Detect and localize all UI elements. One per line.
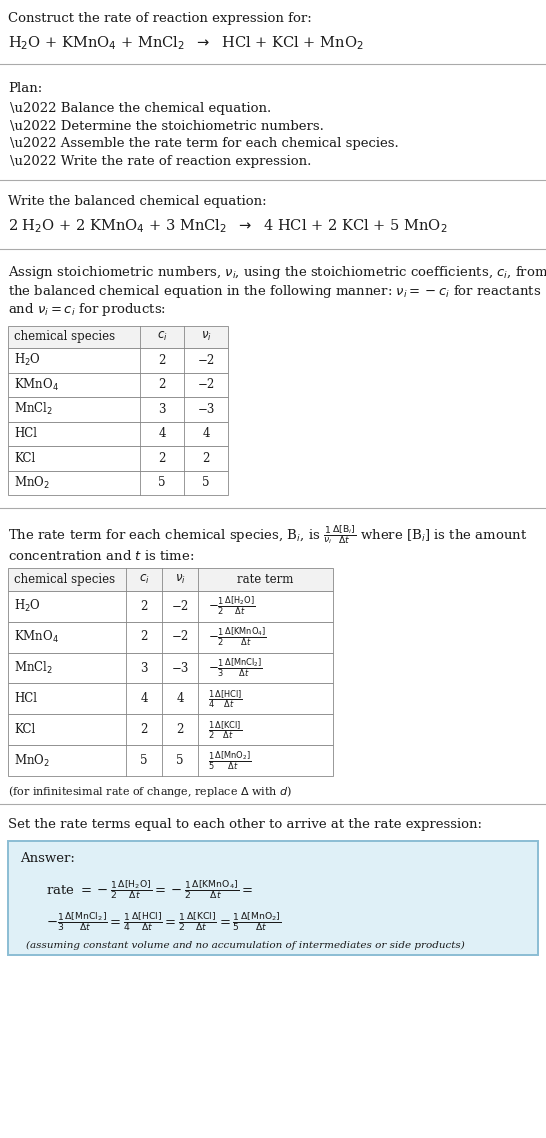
Text: 4: 4 xyxy=(202,427,210,440)
Text: 5: 5 xyxy=(140,754,148,767)
Text: 4: 4 xyxy=(176,693,184,706)
Text: KMnO$_4$: KMnO$_4$ xyxy=(14,629,59,645)
Text: $-\frac{1}{2}\frac{\Delta[\mathrm{H_2O}]}{\Delta t}$: $-\frac{1}{2}\frac{\Delta[\mathrm{H_2O}]… xyxy=(208,595,255,617)
Text: −2: −2 xyxy=(197,354,215,366)
FancyBboxPatch shape xyxy=(8,325,228,348)
FancyBboxPatch shape xyxy=(8,621,333,652)
Text: concentration and $t$ is time:: concentration and $t$ is time: xyxy=(8,549,194,563)
FancyBboxPatch shape xyxy=(8,568,333,591)
Text: 3: 3 xyxy=(158,403,166,415)
Text: $c_i$: $c_i$ xyxy=(139,572,150,586)
Text: 3: 3 xyxy=(140,661,148,675)
Text: 2: 2 xyxy=(158,354,165,366)
Text: the balanced chemical equation in the following manner: $\nu_i = -c_i$ for react: the balanced chemical equation in the fo… xyxy=(8,282,541,299)
FancyBboxPatch shape xyxy=(8,372,228,397)
Text: 4: 4 xyxy=(140,693,148,706)
Text: $\nu_i$: $\nu_i$ xyxy=(200,330,211,344)
FancyBboxPatch shape xyxy=(8,397,228,421)
Text: 2: 2 xyxy=(203,452,210,464)
Text: −3: −3 xyxy=(197,403,215,415)
Text: H$_2$O: H$_2$O xyxy=(14,597,41,615)
Text: 2: 2 xyxy=(158,378,165,391)
Text: H$_2$O: H$_2$O xyxy=(14,352,41,369)
Text: and $\nu_i = c_i$ for products:: and $\nu_i = c_i$ for products: xyxy=(8,300,166,318)
Text: 2: 2 xyxy=(176,724,183,736)
FancyBboxPatch shape xyxy=(8,446,228,470)
Text: Assign stoichiometric numbers, $\nu_i$, using the stoichiometric coefficients, $: Assign stoichiometric numbers, $\nu_i$, … xyxy=(8,264,546,281)
Text: 2: 2 xyxy=(140,630,147,643)
Text: $\frac{1}{4}\frac{\Delta[\mathrm{HCl}]}{\Delta t}$: $\frac{1}{4}\frac{\Delta[\mathrm{HCl}]}{… xyxy=(208,688,243,710)
Text: $-\frac{1}{2}\frac{\Delta[\mathrm{KMnO_4}]}{\Delta t}$: $-\frac{1}{2}\frac{\Delta[\mathrm{KMnO_4… xyxy=(208,626,267,649)
FancyBboxPatch shape xyxy=(8,841,538,955)
Text: $-\frac{1}{3}\frac{\Delta[\mathrm{MnCl_2}]}{\Delta t}$: $-\frac{1}{3}\frac{\Delta[\mathrm{MnCl_2… xyxy=(208,657,263,679)
Text: HCl: HCl xyxy=(14,427,37,440)
Text: Plan:: Plan: xyxy=(8,82,42,94)
Text: chemical species: chemical species xyxy=(14,330,115,344)
FancyBboxPatch shape xyxy=(8,591,333,621)
Text: $\frac{1}{2}\frac{\Delta[\mathrm{KCl}]}{\Delta t}$: $\frac{1}{2}\frac{\Delta[\mathrm{KCl}]}{… xyxy=(208,719,242,741)
Text: 2: 2 xyxy=(140,600,147,612)
Text: 2 H$_2$O + 2 KMnO$_4$ + 3 MnCl$_2$  $\rightarrow$  4 HCl + 2 KCl + 5 MnO$_2$: 2 H$_2$O + 2 KMnO$_4$ + 3 MnCl$_2$ $\rig… xyxy=(8,217,448,234)
FancyBboxPatch shape xyxy=(8,715,333,745)
Text: KCl: KCl xyxy=(14,724,35,736)
Text: rate term: rate term xyxy=(238,572,294,586)
Text: Answer:: Answer: xyxy=(20,852,75,866)
FancyBboxPatch shape xyxy=(8,652,333,684)
Text: KMnO$_4$: KMnO$_4$ xyxy=(14,377,59,393)
Text: (for infinitesimal rate of change, replace $\Delta$ with $d$): (for infinitesimal rate of change, repla… xyxy=(8,784,292,800)
Text: \u2022 Balance the chemical equation.: \u2022 Balance the chemical equation. xyxy=(10,102,271,115)
FancyBboxPatch shape xyxy=(8,684,333,715)
Text: HCl: HCl xyxy=(14,693,37,706)
Text: −3: −3 xyxy=(171,661,189,675)
Text: 4: 4 xyxy=(158,427,166,440)
FancyBboxPatch shape xyxy=(8,745,333,776)
Text: $-\frac{1}{3}\frac{\Delta[\mathrm{MnCl_2}]}{\Delta t} = \frac{1}{4}\frac{\Delta[: $-\frac{1}{3}\frac{\Delta[\mathrm{MnCl_2… xyxy=(46,910,282,933)
Text: 5: 5 xyxy=(158,476,166,489)
Text: The rate term for each chemical species, B$_i$, is $\frac{1}{\nu_i}\frac{\Delta[: The rate term for each chemical species,… xyxy=(8,523,527,546)
Text: −2: −2 xyxy=(171,600,188,612)
Text: MnO$_2$: MnO$_2$ xyxy=(14,475,50,490)
Text: 2: 2 xyxy=(140,724,147,736)
Text: KCl: KCl xyxy=(14,452,35,464)
Text: 5: 5 xyxy=(202,476,210,489)
Text: $\nu_i$: $\nu_i$ xyxy=(175,572,186,586)
Text: 5: 5 xyxy=(176,754,184,767)
Text: −2: −2 xyxy=(197,378,215,391)
FancyBboxPatch shape xyxy=(8,421,228,446)
Text: \u2022 Assemble the rate term for each chemical species.: \u2022 Assemble the rate term for each c… xyxy=(10,137,399,150)
FancyBboxPatch shape xyxy=(8,470,228,495)
Text: \u2022 Write the rate of reaction expression.: \u2022 Write the rate of reaction expres… xyxy=(10,155,311,167)
Text: chemical species: chemical species xyxy=(14,572,115,586)
Text: H$_2$O + KMnO$_4$ + MnCl$_2$  $\rightarrow$  HCl + KCl + MnO$_2$: H$_2$O + KMnO$_4$ + MnCl$_2$ $\rightarro… xyxy=(8,34,364,51)
Text: MnO$_2$: MnO$_2$ xyxy=(14,753,50,769)
Text: (assuming constant volume and no accumulation of intermediates or side products): (assuming constant volume and no accumul… xyxy=(26,940,465,949)
Text: 2: 2 xyxy=(158,452,165,464)
Text: $\frac{1}{5}\frac{\Delta[\mathrm{MnO_2}]}{\Delta t}$: $\frac{1}{5}\frac{\Delta[\mathrm{MnO_2}]… xyxy=(208,750,252,773)
Text: rate $= -\frac{1}{2}\frac{\Delta[\mathrm{H_2O}]}{\Delta t} = -\frac{1}{2}\frac{\: rate $= -\frac{1}{2}\frac{\Delta[\mathrm… xyxy=(46,879,253,901)
Text: \u2022 Determine the stoichiometric numbers.: \u2022 Determine the stoichiometric numb… xyxy=(10,119,324,132)
Text: MnCl$_2$: MnCl$_2$ xyxy=(14,660,53,676)
Text: Write the balanced chemical equation:: Write the balanced chemical equation: xyxy=(8,195,266,208)
FancyBboxPatch shape xyxy=(8,348,228,372)
Text: Set the rate terms equal to each other to arrive at the rate expression:: Set the rate terms equal to each other t… xyxy=(8,818,482,832)
Text: Construct the rate of reaction expression for:: Construct the rate of reaction expressio… xyxy=(8,13,312,25)
Text: $c_i$: $c_i$ xyxy=(157,330,168,344)
Text: MnCl$_2$: MnCl$_2$ xyxy=(14,402,53,418)
Text: −2: −2 xyxy=(171,630,188,643)
